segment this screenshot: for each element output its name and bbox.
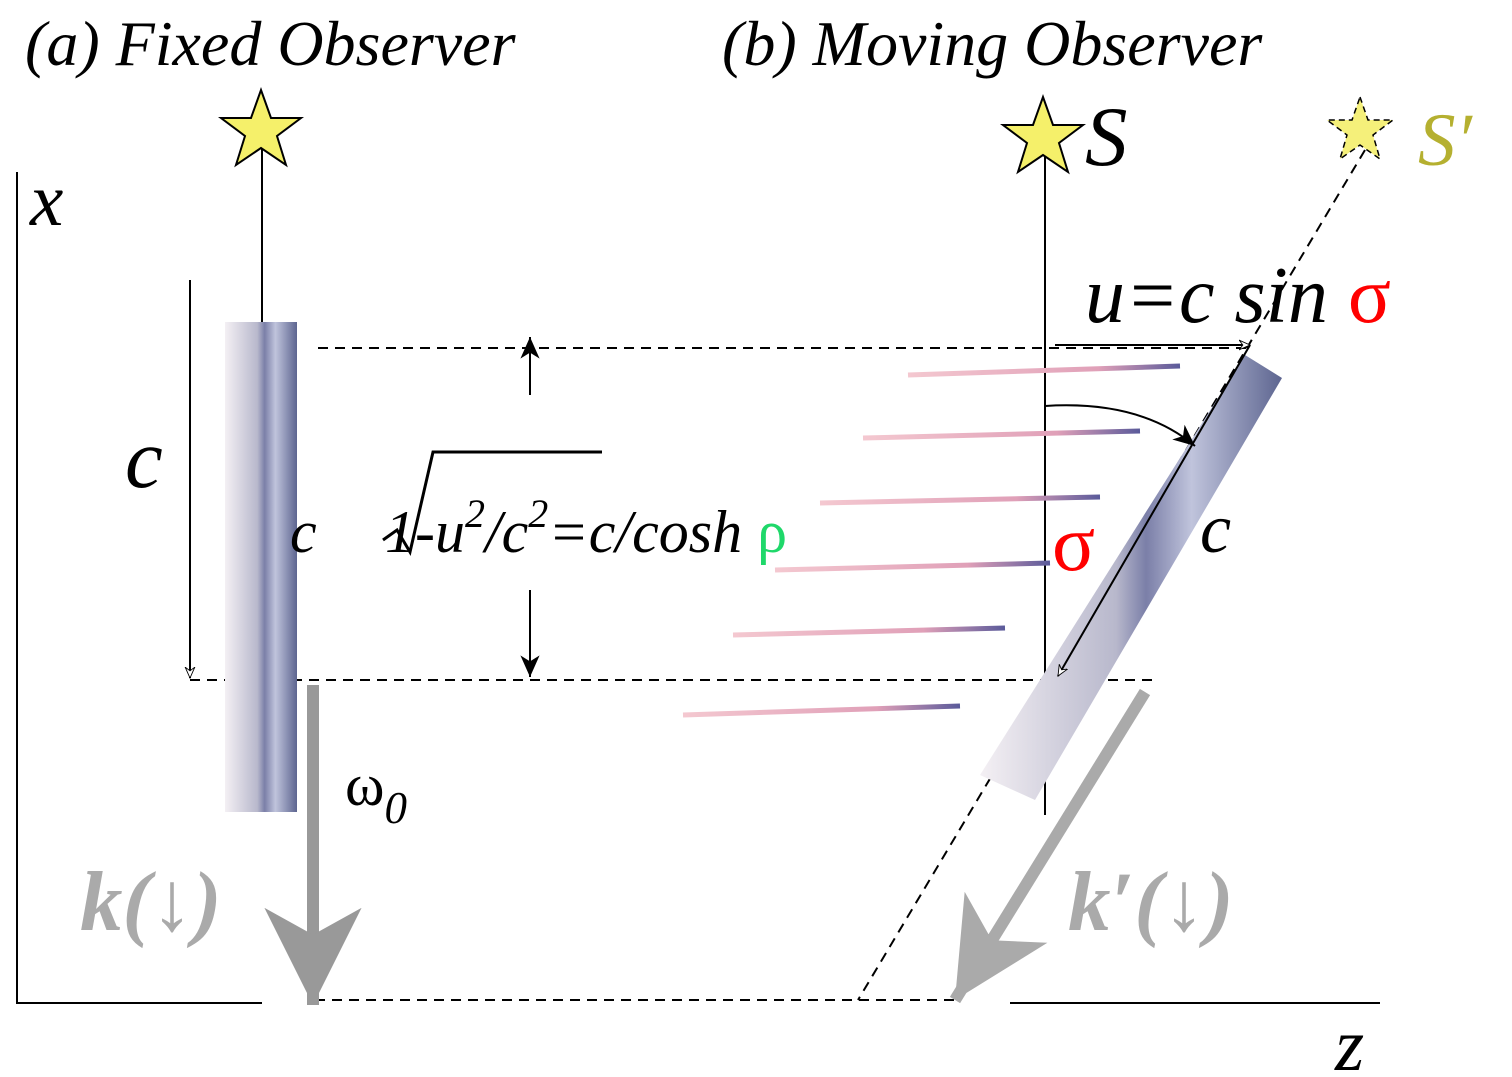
superscript: 2 [528,491,548,536]
speed-label: c [125,412,163,506]
subscript: 0 [385,783,408,833]
radicand: 1-u [385,499,465,565]
panel-title: (b) Moving Observer [722,8,1263,79]
formula-rest: =c/cosh [548,499,757,565]
wave-label: k(↓) [80,855,222,949]
speed-label: c [1200,491,1231,568]
superscript: 2 [465,491,485,536]
angle-symbol: σ [1348,252,1391,340]
velocity-label: u=c sin σ [1085,252,1391,340]
panel-title: (a) Fixed Observer [25,8,517,79]
symbol: ω [345,752,385,818]
source-label: S [1085,90,1128,184]
velocity-text: u=c sin [1085,252,1348,340]
radicand: /c [482,499,528,565]
diagram: (a) Fixed Observer (b) Moving Observer x… [0,0,1512,1077]
axis-label: x [29,159,63,242]
angle-label: σ [1052,500,1095,588]
source-label: S′ [1418,99,1474,182]
axis-label: z [1334,1004,1364,1077]
rho: ρ [757,499,787,565]
wave-label: k′(↓) [1068,855,1234,949]
formula-lead: c [290,499,317,565]
frequency-label: ω0 [345,752,407,833]
